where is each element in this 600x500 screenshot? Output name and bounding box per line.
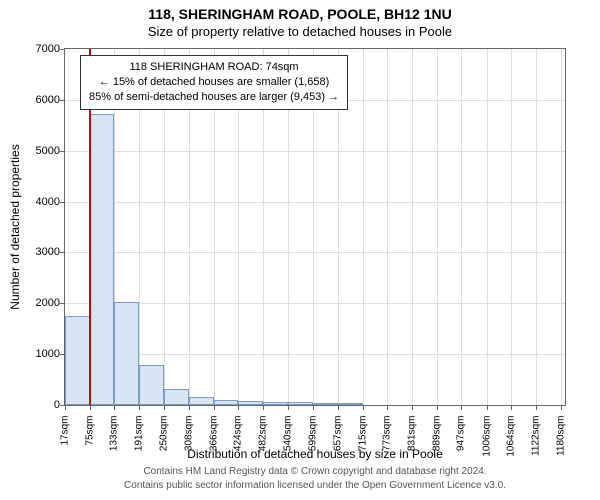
x-tick-label: 191sqm: [134, 416, 145, 452]
histogram-bar: [90, 114, 115, 405]
histogram-bar: [114, 302, 139, 405]
grid-line-v: [412, 49, 413, 405]
x-tick-mark: [263, 406, 264, 410]
histogram-bar: [288, 402, 313, 405]
legend-box: 118 SHERINGHAM ROAD: 74sqm ← 15% of deta…: [80, 55, 348, 110]
grid-line-v: [461, 49, 462, 405]
histogram-bar: [214, 400, 239, 405]
x-tick-mark: [238, 406, 239, 410]
x-tick-label: 773sqm: [382, 416, 393, 452]
footer-line-2: Contains public sector information licen…: [64, 480, 566, 491]
grid-line-v: [536, 49, 537, 405]
x-tick-mark: [561, 406, 562, 410]
histogram-bar: [313, 403, 338, 405]
x-axis-label: Distribution of detached houses by size …: [64, 447, 566, 461]
x-tick-label: 599sqm: [308, 416, 319, 452]
x-tick-label: 424sqm: [233, 416, 244, 452]
footer-line-1: Contains HM Land Registry data © Crown c…: [64, 466, 566, 477]
x-tick-label: 366sqm: [208, 416, 219, 452]
x-tick-label: 133sqm: [109, 416, 120, 452]
x-tick-mark: [363, 406, 364, 410]
x-tick-label: 308sqm: [184, 416, 195, 452]
y-tick-mark: [60, 151, 64, 152]
x-tick-mark: [164, 406, 165, 410]
x-tick-mark: [461, 406, 462, 410]
y-axis-label: Number of detached properties: [8, 48, 22, 406]
x-tick-mark: [487, 406, 488, 410]
x-tick-label: 831sqm: [406, 416, 417, 452]
histogram-bar: [189, 397, 214, 405]
grid-line-v: [387, 49, 388, 405]
y-tick-mark: [60, 202, 64, 203]
y-tick-label: 1000: [25, 348, 60, 360]
x-tick-label: 947sqm: [456, 416, 467, 452]
title-sub: Size of property relative to detached ho…: [0, 24, 600, 39]
legend-line-1: 118 SHERINGHAM ROAD: 74sqm: [89, 60, 339, 75]
x-tick-label: 715sqm: [357, 416, 368, 452]
x-tick-label: 482sqm: [258, 416, 269, 452]
x-tick-mark: [412, 406, 413, 410]
x-tick-label: 889sqm: [431, 416, 442, 452]
y-tick-label: 6000: [25, 94, 60, 106]
x-tick-mark: [114, 406, 115, 410]
y-tick-mark: [60, 252, 64, 253]
x-tick-mark: [288, 406, 289, 410]
y-tick-mark: [60, 49, 64, 50]
x-tick-mark: [338, 406, 339, 410]
grid-line-v: [363, 49, 364, 405]
legend-line-3: 85% of semi-detached houses are larger (…: [89, 90, 339, 105]
x-tick-mark: [313, 406, 314, 410]
grid-line-v: [561, 49, 562, 405]
y-tick-mark: [60, 405, 64, 406]
y-tick-label: 5000: [25, 145, 60, 157]
histogram-bar: [139, 365, 164, 405]
x-tick-label: 17sqm: [60, 416, 71, 446]
grid-line-v: [511, 49, 512, 405]
y-tick-label: 2000: [25, 297, 60, 309]
grid-line-v: [437, 49, 438, 405]
x-tick-mark: [189, 406, 190, 410]
y-tick-mark: [60, 354, 64, 355]
y-tick-label: 7000: [25, 43, 60, 55]
x-tick-mark: [65, 406, 66, 410]
x-tick-label: 540sqm: [282, 416, 293, 452]
legend-line-2: ← 15% of detached houses are smaller (1,…: [89, 75, 339, 90]
x-tick-label: 657sqm: [332, 416, 343, 452]
x-tick-mark: [387, 406, 388, 410]
grid-line-v: [487, 49, 488, 405]
histogram-bar: [338, 403, 363, 405]
y-tick-mark: [60, 303, 64, 304]
histogram-bar: [164, 389, 189, 405]
y-tick-label: 4000: [25, 196, 60, 208]
title-main: 118, SHERINGHAM ROAD, POOLE, BH12 1NU: [0, 6, 600, 22]
x-tick-label: 75sqm: [84, 416, 95, 446]
x-tick-mark: [437, 406, 438, 410]
x-tick-mark: [511, 406, 512, 410]
y-tick-label: 3000: [25, 246, 60, 258]
histogram-bar: [263, 402, 288, 405]
x-tick-mark: [214, 406, 215, 410]
histogram-bar: [65, 316, 90, 406]
x-tick-mark: [90, 406, 91, 410]
x-tick-label: 250sqm: [159, 416, 170, 452]
chart-container: 118, SHERINGHAM ROAD, POOLE, BH12 1NU Si…: [0, 0, 600, 500]
y-tick-mark: [60, 100, 64, 101]
histogram-bar: [238, 401, 263, 405]
x-tick-mark: [536, 406, 537, 410]
x-tick-mark: [139, 406, 140, 410]
y-tick-label: 0: [25, 399, 60, 411]
